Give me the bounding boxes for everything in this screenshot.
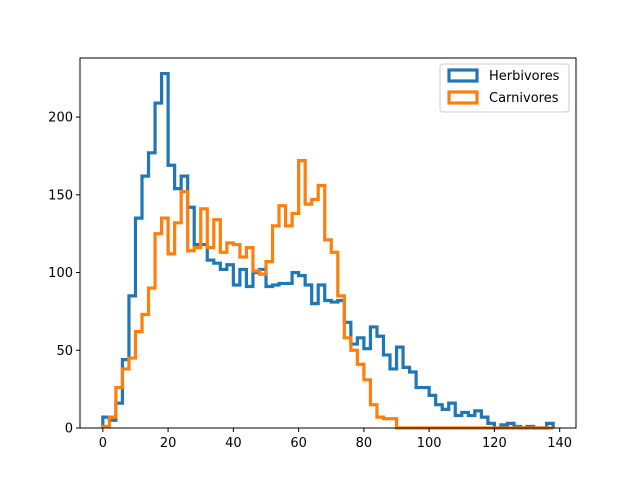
y-tick-label: 100 [48,266,73,281]
x-axis: 0 20 40 60 80 100 120 140 [99,428,572,451]
legend: Herbivores Carnivores [439,63,570,113]
series-herbivores-step-line [101,71,555,430]
x-tick-label: 60 [290,436,307,451]
x-tick-label: 80 [356,436,373,451]
legend-label: Herbivores [489,69,560,84]
x-tick-label: 140 [547,436,572,451]
legend-box [439,63,570,113]
legend-swatch [447,90,479,105]
x-tick-label: 0 [99,436,107,451]
y-tick-label: 150 [48,188,73,203]
y-axis: 0 50 100 150 200 [48,111,80,437]
legend-label: Carnivores [489,91,559,106]
x-tick-label: 120 [482,436,507,451]
axes-frame [79,57,577,429]
y-tick-label: 200 [48,111,73,126]
x-tick-label: 40 [225,436,242,451]
y-tick-label: 50 [56,344,73,359]
x-tick-label: 100 [417,436,442,451]
x-tick-label: 20 [160,436,177,451]
y-tick-label: 0 [65,422,73,437]
legend-swatch [447,68,479,83]
